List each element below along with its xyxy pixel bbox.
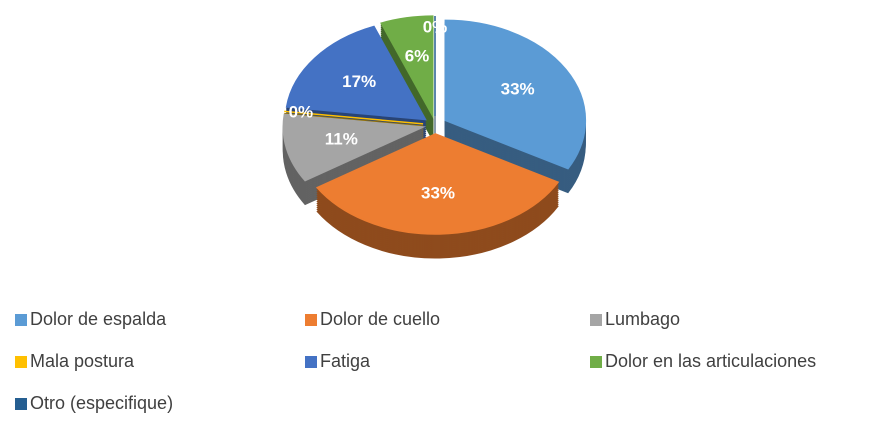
data-label: 33%	[421, 183, 455, 202]
slice	[284, 110, 424, 125]
legend-swatch	[305, 356, 317, 368]
legend-swatch	[15, 314, 27, 326]
slice	[444, 19, 587, 170]
slice	[285, 25, 427, 121]
legend-swatch	[590, 314, 602, 326]
legend-swatch	[15, 356, 27, 368]
data-label: 0%	[423, 17, 448, 36]
legend-label: Dolor de espalda	[30, 309, 167, 329]
legend-swatch	[15, 398, 27, 410]
data-label: 6%	[405, 47, 430, 66]
legend-label: Fatiga	[320, 351, 371, 371]
slice-side	[284, 112, 424, 127]
slice	[282, 113, 427, 182]
legend-swatch	[590, 356, 602, 368]
slice	[315, 133, 560, 235]
legend-label: Lumbago	[605, 309, 680, 329]
data-label: 0%	[289, 102, 314, 121]
legend-label: Otro (especifique)	[30, 393, 173, 413]
data-label: 33%	[501, 79, 535, 98]
data-label: 17%	[342, 72, 376, 91]
legend-label: Dolor de cuello	[320, 309, 440, 329]
legend-label: Mala postura	[30, 351, 135, 371]
legend-label: Dolor en las articulaciones	[605, 351, 816, 371]
slice	[380, 15, 434, 120]
legend-swatch	[305, 314, 317, 326]
data-label: 11%	[325, 130, 358, 149]
